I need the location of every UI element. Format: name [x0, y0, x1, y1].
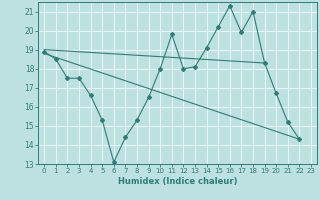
X-axis label: Humidex (Indice chaleur): Humidex (Indice chaleur) — [118, 177, 237, 186]
